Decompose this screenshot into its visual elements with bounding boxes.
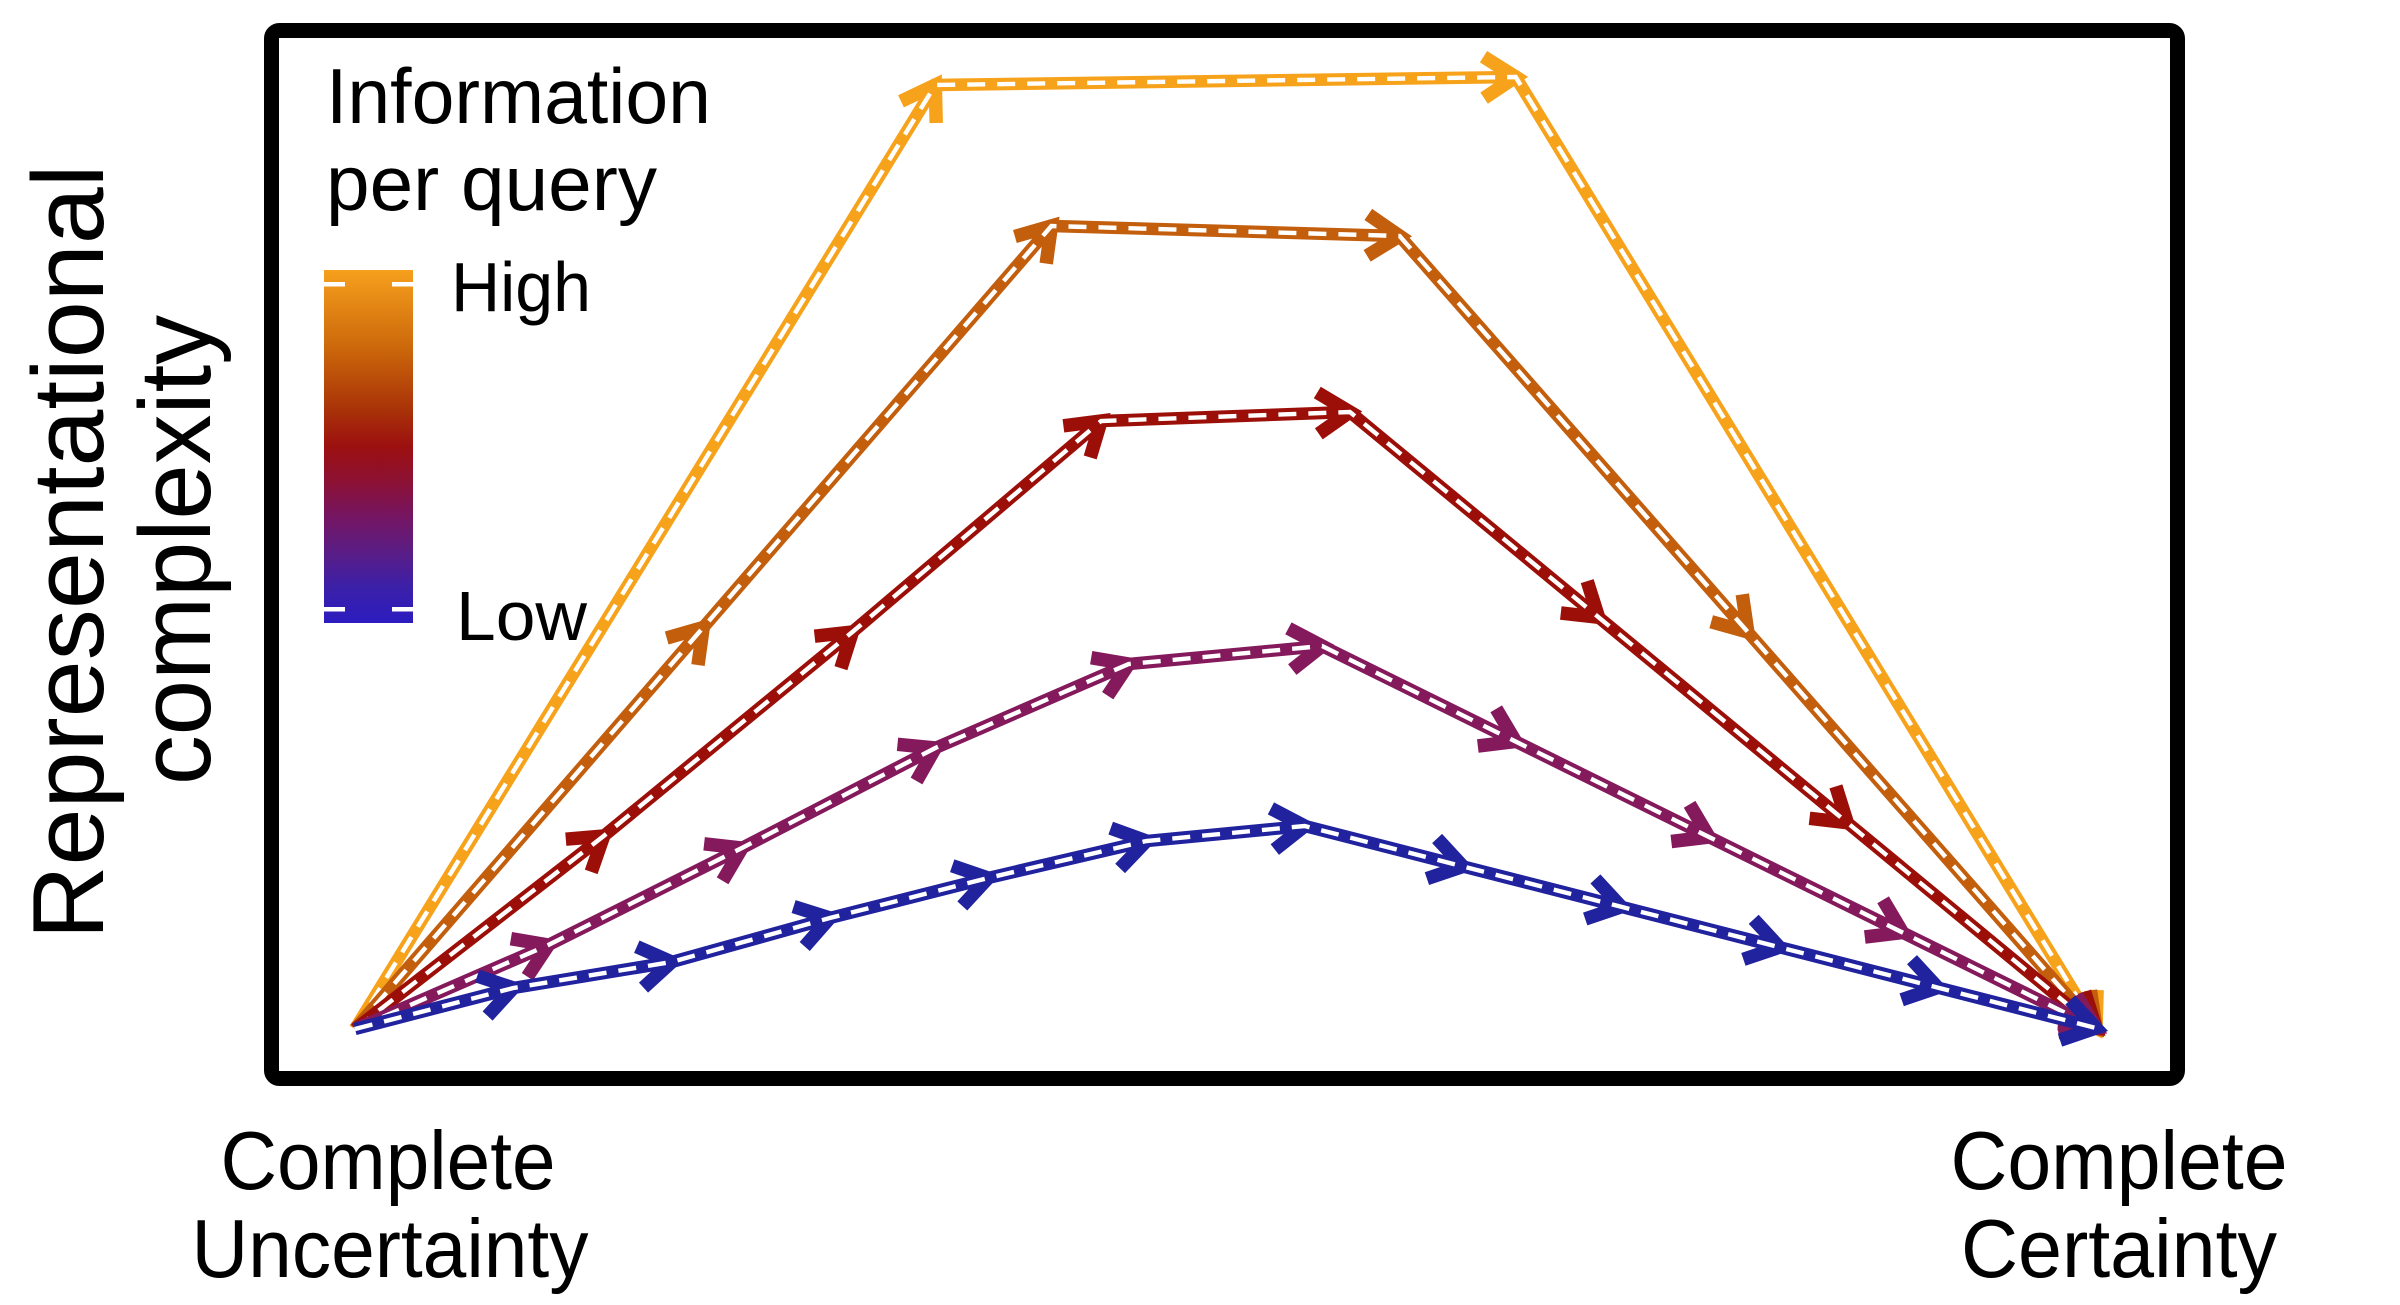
svg-text:Information: Information	[326, 52, 711, 140]
svg-text:Uncertainty: Uncertainty	[192, 1202, 589, 1295]
svg-text:Certainty: Certainty	[1961, 1202, 2277, 1295]
svg-text:Complete: Complete	[1951, 1114, 2288, 1207]
svg-text:Representational: Representational	[13, 165, 125, 940]
svg-text:Complete: Complete	[221, 1114, 556, 1207]
svg-text:complexity: complexity	[120, 315, 232, 785]
svg-text:per query: per query	[326, 139, 657, 227]
svg-text:Low: Low	[456, 577, 587, 655]
svg-text:High: High	[451, 248, 591, 326]
